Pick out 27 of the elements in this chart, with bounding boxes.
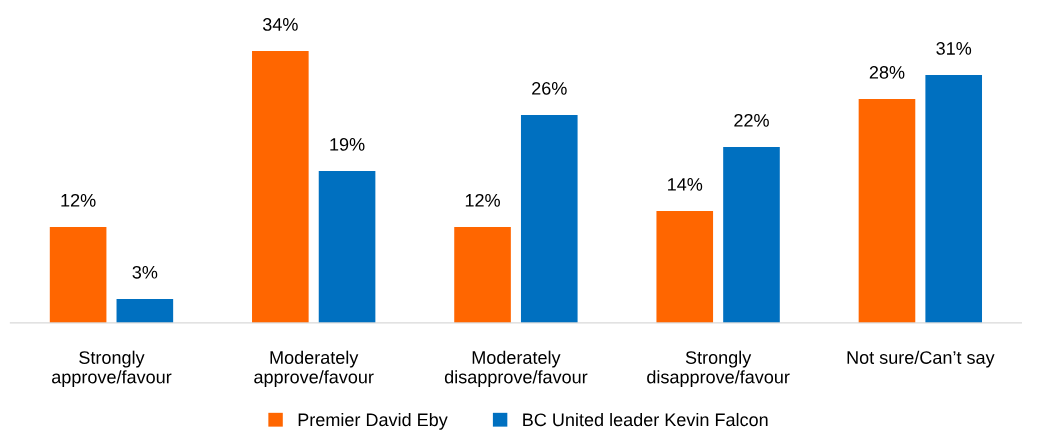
- data-label: 3%: [132, 265, 158, 279]
- bar: [723, 147, 780, 323]
- data-label: 31%: [936, 42, 972, 55]
- legend-label: BC United leader Kevin Falcon: [523, 412, 768, 427]
- legend-label: Premier David Eby: [298, 412, 448, 430]
- data-label: 14%: [668, 178, 703, 191]
- bar: [520, 115, 578, 323]
- data-label: 26%: [532, 82, 567, 95]
- x-tick-label: Not sure/Can’t say: [847, 350, 995, 368]
- bar: [656, 210, 714, 323]
- data-label: 28%: [869, 66, 905, 79]
- data-label: 34%: [262, 18, 298, 31]
- data-label: 12%: [465, 193, 500, 207]
- bar: [252, 51, 309, 323]
- data-label: 12%: [61, 193, 96, 207]
- data-label: 22%: [734, 113, 769, 127]
- bar: [318, 170, 376, 323]
- bar: [116, 298, 174, 323]
- x-tick-label: Moderately approve/favour: [254, 350, 374, 387]
- bar: [858, 99, 916, 323]
- x-tick-label: Moderately disapprove/favour: [444, 350, 588, 387]
- data-label: 19%: [330, 137, 365, 151]
- x-tick-label: Strongly disapprove/favour: [647, 350, 790, 387]
- bar: [925, 75, 983, 323]
- bar: [49, 226, 107, 323]
- x-tick-label: Strongly approve/favour: [52, 350, 172, 387]
- bar: [454, 226, 511, 323]
